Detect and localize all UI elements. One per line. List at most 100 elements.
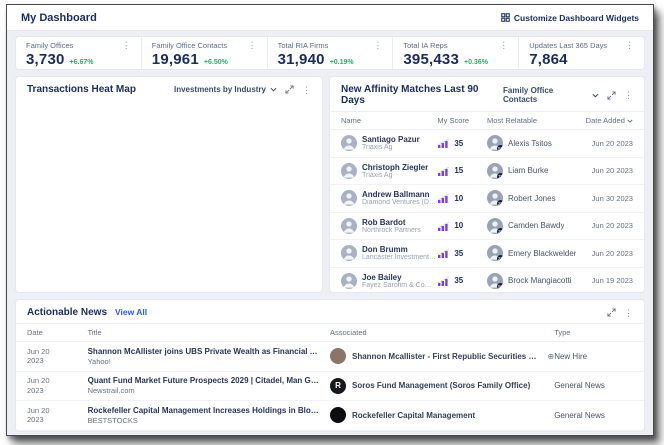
stat-kebab-menu-icon[interactable]: ⋮ — [499, 40, 509, 50]
news-date: Jun 20 2023 — [27, 376, 50, 395]
affinity-row[interactable]: Christoph Ziegler Triaxis Ag 15 — [330, 158, 644, 185]
news-headline[interactable]: Shannon McAllister joins UBS Private Wea… — [87, 346, 330, 356]
column-header-associated[interactable]: Associated — [329, 328, 367, 337]
heatmap-expand-icon[interactable] — [285, 85, 294, 94]
relatable-score-badge: 25 — [496, 255, 503, 262]
contact-avatar — [341, 272, 357, 289]
news-type: General News — [554, 381, 605, 391]
associated-entity-name[interactable]: Soros Fund Management (Soros Family Offi… — [351, 381, 531, 391]
news-table-header: Date Title Associated Type — [16, 323, 644, 342]
contact-avatar — [341, 190, 357, 207]
stat-delta: +0.36% — [464, 59, 488, 66]
actionable-news-panel: Actionable News View All ⋮ Date Title As… — [15, 299, 645, 432]
stat-kebab-menu-icon[interactable]: ⋮ — [373, 40, 383, 50]
widgets-row: Transactions Heat Map Investments by Ind… — [15, 76, 645, 293]
stats-bar: Family Offices ⋮ 3,730 +6.67% Family Off… — [15, 36, 645, 70]
affinity-table-header: Name My Score Most Relatable Date Added — [330, 111, 644, 130]
column-header-type[interactable]: Type — [554, 328, 571, 337]
stat-value: 19,961 — [151, 51, 199, 68]
affinity-row[interactable]: Santiago Pazur Triaxis Ag 35 — [330, 130, 644, 158]
top-bar: My Dashboard Customize Dashboard Widgets — [7, 5, 653, 31]
heatmap-filter-label: Investments by Industry — [173, 85, 266, 94]
relatable-score-badge: 50 — [496, 145, 503, 152]
relatable-avatar: 50 — [486, 135, 503, 152]
stat-label: Total IA Reps — [403, 41, 448, 50]
person-icon — [343, 193, 355, 205]
affinity-row[interactable]: Andrew Ballmann Diamond Ventures (Dia...… — [330, 185, 644, 213]
stat-label: Total RIA Firms — [277, 41, 329, 50]
relatable-avatar: 25 — [486, 245, 503, 262]
stat-card: Family Office Contacts ⋮ 19,961 +6.50% — [140, 37, 267, 69]
date-added: Jun 19 2023 — [591, 276, 633, 286]
associated-entity-name[interactable]: Shannon Mcallister - First Republic Secu… — [351, 351, 542, 361]
news-table-body: Jun 20 2023 Shannon McAllister joins UBS… — [16, 342, 644, 431]
stat-kebab-menu-icon[interactable]: ⋮ — [121, 40, 131, 50]
column-header-title[interactable]: Title — [87, 328, 102, 337]
affinity-kebab-menu-icon[interactable]: ⋮ — [624, 90, 633, 100]
chevron-down-icon — [270, 87, 277, 92]
score-bars-icon — [438, 193, 450, 204]
news-expand-icon[interactable] — [607, 308, 616, 317]
relatable-avatar: 90 — [486, 272, 503, 289]
view-all-link[interactable]: View All — [115, 307, 148, 317]
news-type: General News — [554, 410, 605, 420]
heatmap-filter-dropdown[interactable]: Investments by Industry — [174, 85, 277, 94]
news-row[interactable]: Jun 20 2023 Shannon McAllister joins UBS… — [16, 342, 644, 372]
stat-card: Total IA Reps ⋮ 395,433 +0.36% — [392, 37, 518, 69]
news-kebab-menu-icon[interactable]: ⋮ — [624, 307, 633, 318]
chevron-down-icon — [592, 93, 599, 98]
news-row[interactable]: Jun 20 2023 Quant Fund Market Future Pro… — [16, 372, 644, 401]
person-icon — [343, 221, 355, 233]
affinity-expand-icon[interactable] — [607, 90, 616, 100]
dashboard-body: Family Offices ⋮ 3,730 +6.67% Family Off… — [7, 31, 653, 435]
news-source: BESTSTOCKS — [87, 415, 138, 425]
column-header-date-added[interactable]: Date Added — [578, 116, 633, 125]
stat-delta: +6.67% — [69, 59, 94, 66]
affinity-table-body: Santiago Pazur Triaxis Ag 35 — [330, 130, 644, 293]
score-bars-icon — [438, 276, 450, 286]
news-headline[interactable]: Rockefeller Capital Management Increases… — [87, 405, 330, 415]
relatable-score-badge: 90 — [496, 282, 503, 289]
date-added: Jun 30 2023 — [591, 193, 633, 203]
person-icon — [343, 138, 355, 150]
relatable-avatar: 75 — [486, 162, 503, 179]
news-row[interactable]: Jun 20 2023 Rockefeller Capital Manageme… — [16, 401, 644, 431]
news-headline[interactable]: Quant Fund Market Future Prospects 2029 … — [87, 376, 330, 386]
affinity-filter-label: Family Office Contacts — [503, 86, 554, 104]
affinity-score: 35 — [454, 138, 464, 148]
heatmap-kebab-menu-icon[interactable]: ⋮ — [302, 84, 311, 95]
column-header-most-relatable[interactable]: Most Relatable — [486, 116, 538, 125]
dashboard-grid-icon — [501, 13, 510, 22]
news-source: Newstrail.com — [87, 386, 135, 396]
associated-entity-avatar — [329, 407, 346, 424]
stat-card: Updates Last 365 Days ⋮ 7,864 — [518, 37, 644, 69]
column-header-date[interactable]: Date — [27, 328, 43, 337]
contact-company: Diamond Ventures (Dia... — [362, 199, 438, 207]
stat-kebab-menu-icon[interactable]: ⋮ — [624, 40, 634, 50]
affinity-row[interactable]: Rob Bardot Northrock Partners 10 — [330, 213, 644, 240]
associated-entity-name[interactable]: Rockefeller Capital Management — [351, 410, 476, 420]
relatable-avatar: 35 — [486, 217, 503, 234]
affinity-row[interactable]: Don Brumm Lancaster Investments ... 35 — [330, 240, 644, 268]
relatable-name: Robert Jones — [507, 193, 556, 203]
treemap-cell[interactable]: Nonpr... — [26, 102, 62, 113]
stat-kebab-menu-icon[interactable]: ⋮ — [247, 40, 257, 50]
stat-value: 31,940 — [277, 51, 325, 68]
news-date: Jun 20 2023 — [27, 405, 50, 425]
contact-company: Lancaster Investments ... — [362, 254, 438, 262]
contact-avatar — [341, 217, 357, 234]
affinity-row[interactable]: Joe Bailey Fayez Sarofim & Comp... 35 — [330, 268, 644, 293]
contact-company: Fayez Sarofim & Comp... — [362, 281, 438, 289]
customize-dashboard-button[interactable]: Customize Dashboard Widgets — [501, 13, 639, 23]
stat-delta: +0.19% — [329, 59, 354, 66]
news-type: New Hire — [554, 351, 588, 361]
contact-name: Don Brumm — [362, 245, 408, 255]
column-header-my-score[interactable]: My Score — [437, 116, 470, 125]
associated-link-icon[interactable]: ⊕ — [547, 351, 555, 361]
transactions-heatmap-panel: Transactions Heat Map Investments by Ind… — [15, 76, 323, 293]
contact-company: Triaxis Ag — [362, 144, 393, 152]
affinity-filter-dropdown[interactable]: Family Office Contacts — [503, 86, 599, 104]
stat-value: 7,864 — [529, 51, 568, 68]
column-header-name[interactable]: Name — [341, 116, 362, 125]
affinity-score: 35 — [454, 248, 464, 258]
